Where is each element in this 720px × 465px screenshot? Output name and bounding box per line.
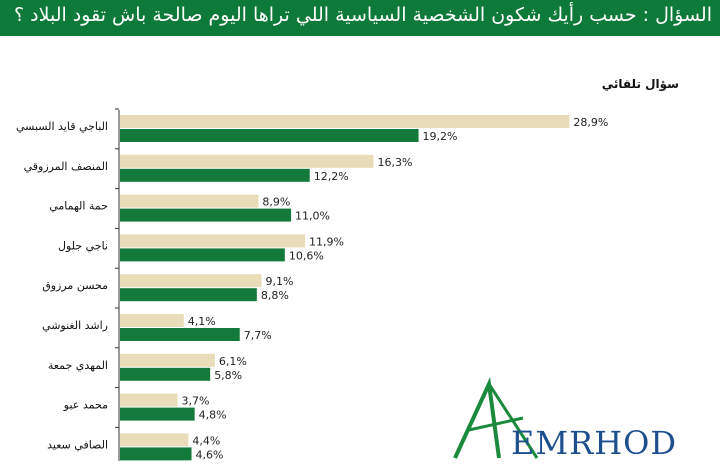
data-label: 4,8%	[199, 409, 227, 422]
data-label: 10,6%	[289, 249, 324, 262]
bar	[120, 367, 211, 381]
bar	[120, 393, 178, 407]
bar	[120, 407, 195, 421]
bar-chart: الباجي قايد السبسي 28,9% 19,2% المنصف المرز…	[16, 108, 608, 461]
data-label: 3,7%	[182, 395, 210, 408]
logo-mark	[453, 376, 539, 459]
category-label: ناجي جلول	[58, 239, 108, 252]
data-label: 4,4%	[192, 434, 220, 447]
data-label: 8,8%	[261, 289, 289, 302]
category-label: الصافي سعيد	[47, 438, 108, 451]
bar	[120, 115, 570, 128]
bar	[120, 288, 257, 302]
category-label: راشد الغنوشي	[42, 319, 108, 332]
bar	[120, 194, 259, 208]
bar	[120, 328, 240, 341]
bar	[120, 314, 184, 327]
chart-subtitle: سؤال تلقائي	[601, 77, 679, 91]
data-label: 4,1%	[188, 315, 216, 328]
category-label: الباجي قايد السبسي	[16, 120, 108, 133]
bar	[120, 129, 419, 142]
data-label: 4,6%	[196, 448, 224, 461]
category-label: حمة الهمامي	[49, 200, 108, 213]
bar	[120, 168, 310, 182]
logo-text: EMRHOD	[511, 424, 678, 462]
bar	[120, 447, 192, 461]
data-label: 16,3%	[377, 156, 412, 169]
bar	[120, 433, 189, 447]
data-label: 7,7%	[244, 329, 272, 342]
emrhod-logo: EMRHOD	[449, 358, 709, 462]
data-label: 6,1%	[219, 355, 247, 368]
question-header: السؤال : حسب رأيك شكون الشخصية السياسية …	[0, 0, 720, 36]
bar	[120, 234, 306, 248]
data-label: 28,9%	[573, 116, 608, 129]
data-label: 11,9%	[309, 235, 344, 248]
bar	[120, 208, 292, 222]
question-text: السؤال : حسب رأيك شكون الشخصية السياسية …	[14, 4, 712, 26]
bar	[120, 353, 215, 367]
bar	[120, 248, 285, 262]
data-label: 12,2%	[314, 170, 349, 183]
category-label: محسن مرزوق	[42, 279, 108, 292]
data-label: 19,2%	[423, 130, 458, 143]
category-label: المهدي جمعة	[48, 359, 108, 372]
bar	[120, 274, 262, 288]
category-label: المنصف المرزوقي	[24, 160, 108, 173]
bar	[120, 154, 374, 168]
category-label: محمد عبو	[63, 399, 108, 412]
data-label: 5,8%	[214, 369, 242, 382]
data-label: 9,1%	[266, 275, 294, 288]
data-label: 8,9%	[262, 196, 290, 209]
data-label: 11,0%	[295, 210, 330, 223]
